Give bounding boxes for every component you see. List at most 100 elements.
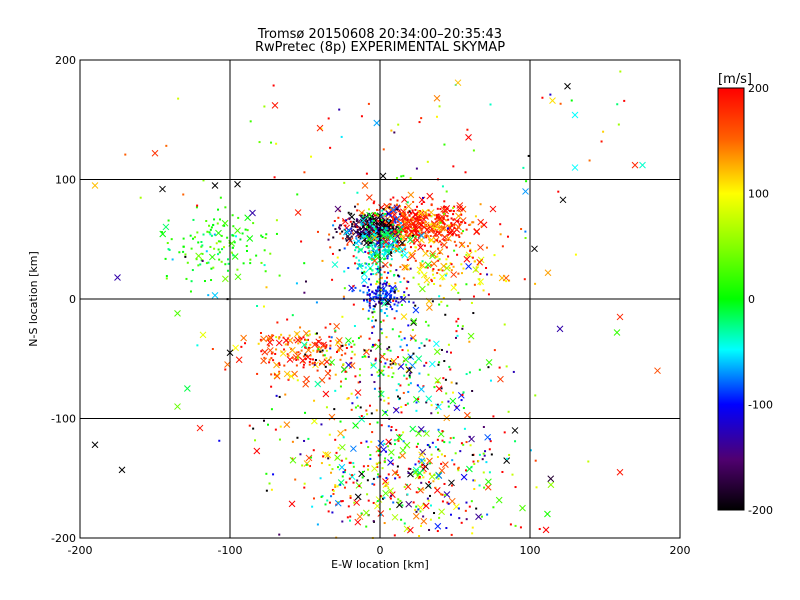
data-point-dot: [367, 252, 370, 255]
data-point-dot: [398, 335, 401, 338]
data-point-dot: [415, 246, 418, 249]
data-point-dot: [470, 500, 473, 503]
data-point-dot: [391, 225, 394, 228]
data-point-dot: [437, 259, 440, 262]
data-point-x: [361, 182, 369, 189]
data-point-dot: [457, 291, 460, 294]
data-point-dot: [367, 468, 370, 471]
data-point-dot: [360, 512, 363, 515]
data-point-dot: [416, 205, 419, 208]
data-point-dot: [376, 476, 379, 479]
data-point-dot: [412, 200, 415, 203]
data-point-dot: [439, 234, 442, 237]
data-point-dot: [325, 349, 328, 352]
data-point-dot: [418, 372, 421, 375]
data-point-x: [337, 430, 344, 437]
data-point-dot: [389, 360, 392, 363]
data-point-dot: [386, 358, 389, 361]
data-point-dot: [366, 223, 369, 226]
data-point-dot: [354, 286, 357, 289]
data-point-dot: [291, 457, 294, 460]
data-point-x: [394, 233, 401, 240]
data-point-dot: [377, 233, 380, 236]
data-point-dot: [362, 291, 365, 294]
data-point-dot: [399, 280, 402, 283]
data-point-dot: [420, 227, 423, 230]
data-point-dot: [397, 501, 400, 504]
data-point-x: [477, 278, 484, 286]
data-point-dot: [368, 278, 371, 281]
data-point-dot: [394, 218, 397, 221]
data-point-dot: [384, 227, 387, 230]
data-point-x: [260, 335, 267, 343]
data-point-dot: [396, 208, 399, 211]
data-point-dot: [538, 528, 541, 531]
data-point-dot: [384, 411, 387, 414]
data-point-x: [377, 439, 385, 447]
data-point-dot: [370, 257, 373, 260]
data-point-dot: [365, 298, 368, 301]
data-point-x: [253, 447, 261, 455]
data-point-dot: [448, 267, 451, 270]
data-point-dot: [347, 397, 350, 400]
data-point-dot: [386, 218, 389, 221]
data-point-dot: [324, 347, 327, 350]
data-point-dot: [341, 237, 344, 240]
data-point-x: [466, 465, 473, 473]
data-point-dot: [362, 299, 365, 302]
data-point-dot: [387, 302, 390, 305]
data-point-dot: [240, 345, 243, 348]
data-point-dot: [396, 203, 399, 206]
data-point-x: [391, 513, 399, 521]
data-point-dot: [407, 349, 410, 352]
data-point-dot: [505, 280, 508, 283]
data-point-x: [415, 355, 423, 362]
data-point-dot: [270, 373, 273, 376]
data-point-dot: [391, 462, 394, 465]
data-point-dot: [305, 339, 308, 342]
data-point-dot: [439, 268, 442, 271]
data-point-dot: [370, 373, 373, 376]
data-point-dot: [388, 346, 391, 349]
data-point-dot: [434, 446, 437, 449]
data-point-dot: [360, 115, 363, 118]
data-point-dot: [420, 222, 423, 225]
data-point-dot: [430, 223, 433, 226]
data-point-dot: [328, 377, 331, 380]
data-point-x: [413, 226, 420, 233]
data-point-x: [311, 417, 318, 425]
data-point-dot: [303, 262, 306, 265]
x-tick-label: 200: [670, 544, 691, 557]
data-point-dot: [338, 108, 341, 111]
data-point-x: [334, 499, 342, 507]
data-point-dot: [365, 245, 368, 248]
data-point-dot: [307, 437, 310, 440]
data-point-x: [436, 217, 444, 225]
data-point-dot: [408, 221, 411, 224]
data-point-dot: [436, 530, 439, 533]
data-point-dot: [443, 226, 446, 229]
data-point-dot: [368, 251, 371, 254]
data-point-dot: [478, 484, 481, 487]
data-point-dot: [307, 346, 310, 349]
data-point-dot: [331, 511, 334, 514]
data-point-dot: [506, 235, 509, 238]
data-point-dot: [468, 340, 471, 343]
data-point-dot: [383, 399, 386, 402]
data-point-x: [405, 366, 413, 374]
data-point-dot: [322, 354, 325, 357]
data-point-x: [373, 119, 381, 127]
data-point-dot: [418, 121, 421, 124]
data-point-dot: [469, 223, 472, 226]
data-point-dot: [383, 220, 386, 223]
data-point-dot: [360, 223, 363, 226]
data-point-x: [433, 94, 441, 102]
data-point-dot: [304, 338, 307, 341]
data-point-dot: [237, 216, 240, 219]
data-point-dot: [419, 264, 422, 267]
data-point-dot: [371, 249, 374, 252]
data-point-x: [311, 341, 319, 349]
data-point-dot: [408, 374, 411, 377]
y-tick-label: 200: [55, 54, 76, 67]
data-point-dot: [366, 479, 369, 482]
